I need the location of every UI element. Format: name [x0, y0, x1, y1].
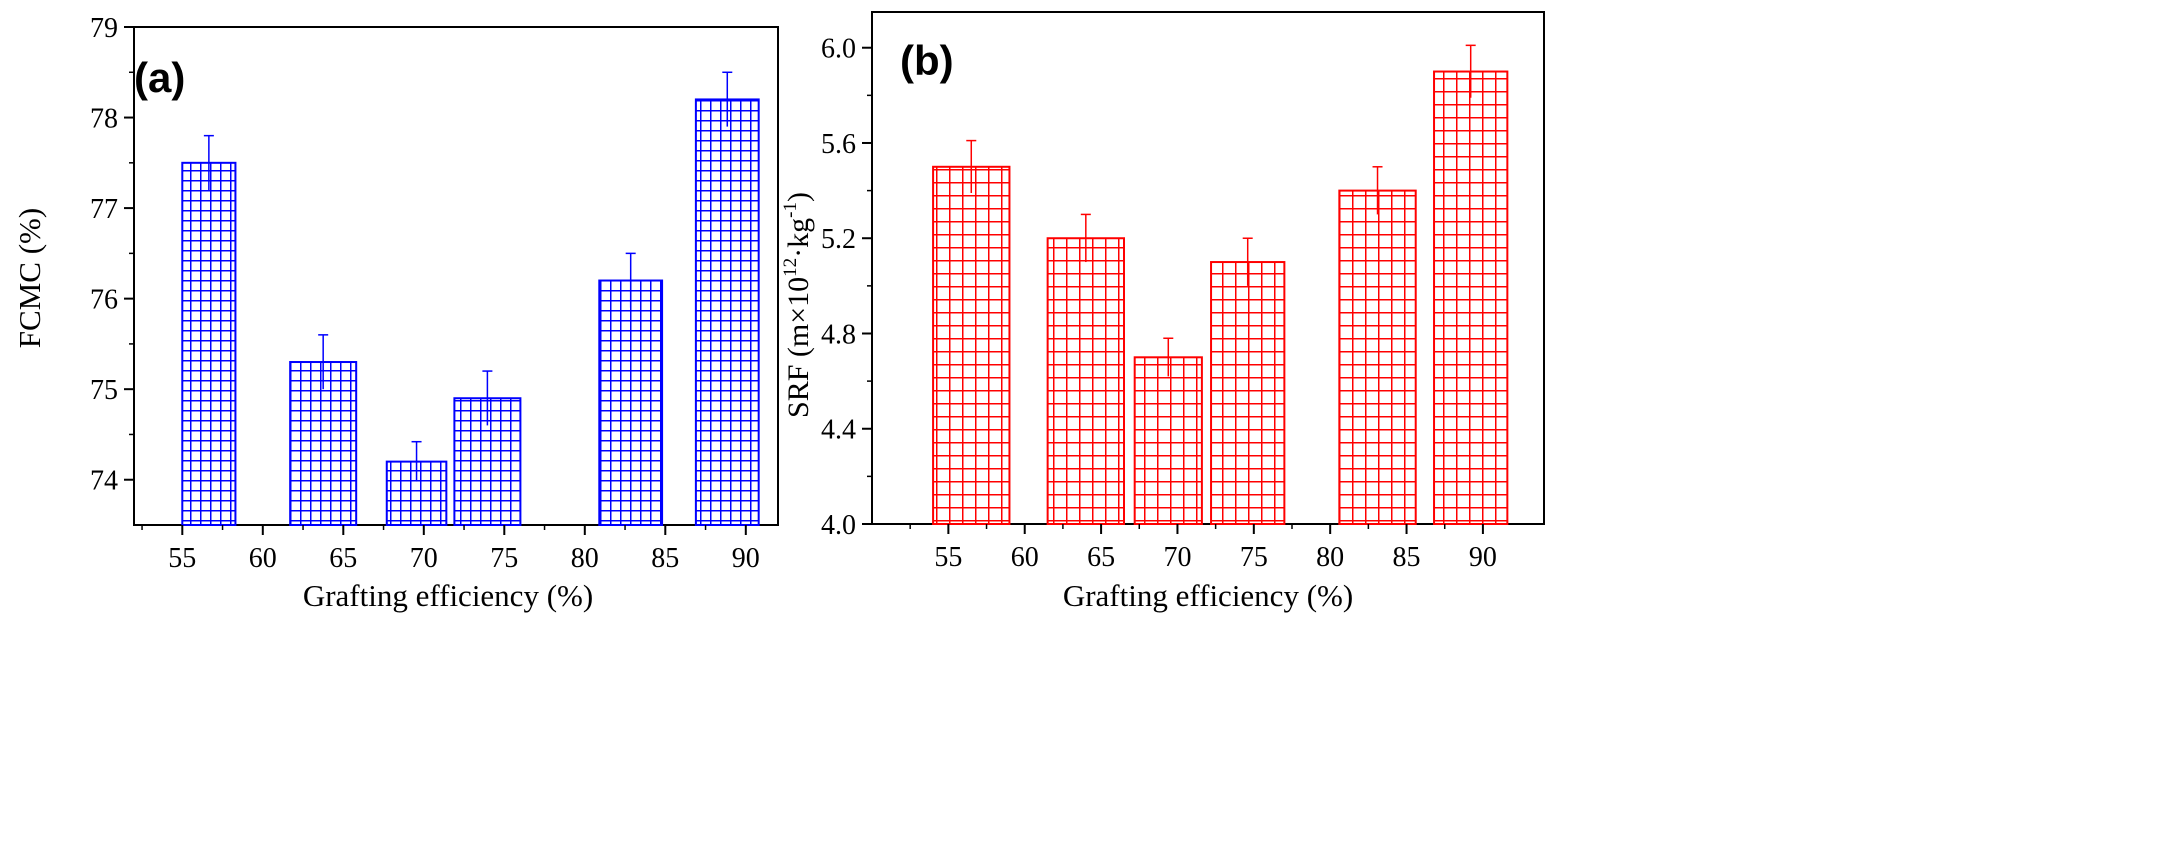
- bar-b-4: [1210, 261, 1286, 525]
- x-tick-label-b-70: 70: [1163, 542, 1191, 573]
- y-tick-label-a-77: 77: [90, 194, 118, 225]
- y-tick-label-b-4.0: 4.0: [821, 510, 856, 541]
- bar-b-5: [1338, 189, 1417, 525]
- x-tick-label-b-75: 75: [1240, 542, 1268, 573]
- x-tick-label-a-70: 70: [410, 543, 438, 574]
- y-tick-label-b-6.0: 6.0: [821, 34, 856, 65]
- x-tick-label-b-80: 80: [1316, 542, 1344, 573]
- y-axis-title-b-end: ): [782, 192, 815, 202]
- bar-b-6: [1433, 70, 1509, 525]
- x-tick-label-a-85: 85: [651, 543, 679, 574]
- x-axis-title-b: Grafting efficiency (%): [1063, 578, 1353, 613]
- y-tick-label-a-78: 78: [90, 104, 118, 135]
- error-bars-b: [966, 44, 1476, 377]
- plot-frame-b: [871, 11, 1545, 525]
- y-axis-title-b-mid: ·kg: [782, 218, 815, 258]
- bars-a: [181, 98, 760, 527]
- y-tick-label-b-4.8: 4.8: [821, 319, 856, 350]
- x-tick-label-b-55: 55: [934, 542, 962, 573]
- x-tick-label-a-60: 60: [249, 543, 277, 574]
- error-bars-a: [203, 71, 733, 482]
- y-axis-title-b-main: SRF (m×10: [782, 277, 815, 418]
- y-tick-label-a-79: 79: [90, 13, 118, 44]
- chart-panel-a: 55 60 65 70 75 80 85 90 74 75 76 77 78 79 (a) Grafti…: [12, 13, 779, 613]
- x-ticks-b: 55 60 65 70 75 80 85 90: [909, 524, 1497, 573]
- y-ticks-b: 4.0 4.4 4.8 5.2 5.6 6.0: [821, 34, 872, 541]
- bar-a-5: [598, 279, 664, 527]
- y-axis-title-a: FCMC (%): [12, 208, 47, 348]
- y-tick-label-a-74: 74: [90, 466, 118, 497]
- x-axis-title-a: Grafting efficiency (%): [303, 578, 593, 613]
- x-tick-label-b-65: 65: [1087, 542, 1115, 573]
- y-axis-title-b: SRF (m×1012·kg-1): [780, 192, 815, 418]
- y-axis-title-b-sup2: -1: [780, 202, 801, 218]
- y-tick-label-b-5.2: 5.2: [821, 224, 856, 255]
- y-tick-label-a-76: 76: [90, 285, 118, 316]
- x-tick-label-a-55: 55: [168, 543, 196, 574]
- panel-label-a: (a): [134, 54, 185, 101]
- bar-b-3: [1133, 356, 1203, 526]
- y-axis-title-b-sup1: 12: [780, 258, 801, 277]
- y-tick-label-b-4.4: 4.4: [821, 415, 856, 446]
- x-tick-label-b-60: 60: [1011, 542, 1039, 573]
- x-tick-label-a-65: 65: [329, 543, 357, 574]
- x-tick-label-b-90: 90: [1469, 542, 1497, 573]
- bar-a-1: [181, 161, 237, 526]
- y-ticks-a: 74 75 76 77 78 79: [90, 13, 134, 497]
- chart-panel-b: 55 60 65 70 75 80 85 90 4.04.44.85.25.66.0 (b) …: [780, 11, 1545, 613]
- bar-b-1: [932, 165, 1011, 525]
- panel-label-b: (b): [900, 37, 954, 84]
- bars-b: [932, 70, 1509, 526]
- y-tick-label-b-5.6: 5.6: [821, 129, 856, 160]
- bar-b-2: [1046, 237, 1125, 526]
- x-tick-label-a-75: 75: [490, 543, 518, 574]
- x-ticks-a: 55 60 65 70 75 80 85 90: [141, 525, 760, 574]
- y-tick-label-a-75: 75: [90, 375, 118, 406]
- x-tick-label-a-90: 90: [732, 543, 760, 574]
- x-tick-label-a-80: 80: [571, 543, 599, 574]
- x-tick-label-b-85: 85: [1393, 542, 1421, 573]
- bar-a-6: [694, 98, 760, 526]
